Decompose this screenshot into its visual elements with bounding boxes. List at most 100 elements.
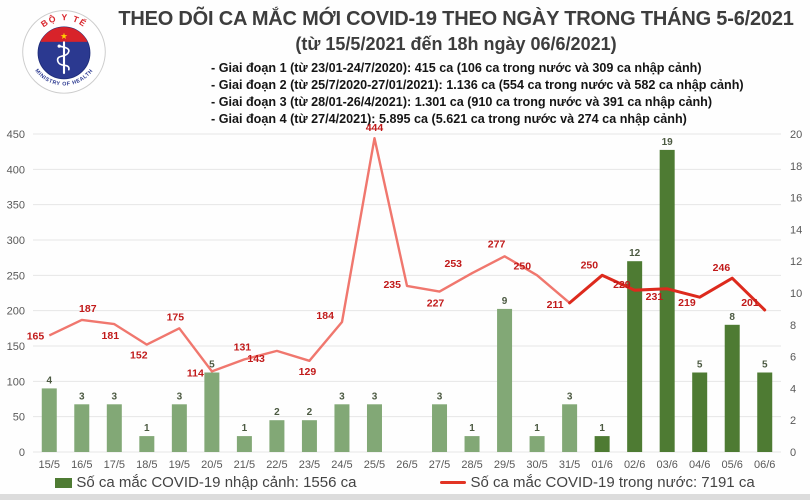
svg-text:3: 3 — [339, 391, 345, 402]
y-axis-left: 0 50 100 150 200 250 300 350 400 450 — [7, 129, 25, 459]
bar-23/5 — [301, 420, 317, 452]
svg-text:201: 201 — [741, 297, 759, 309]
svg-text:8: 8 — [729, 312, 735, 323]
bar-05/6 — [724, 324, 740, 452]
svg-text:5: 5 — [762, 360, 768, 371]
svg-text:150: 150 — [7, 341, 25, 353]
svg-text:165: 165 — [27, 330, 45, 342]
svg-text:16: 16 — [790, 193, 802, 205]
bar-24/5 — [334, 404, 350, 452]
svg-text:2: 2 — [790, 415, 796, 427]
page-title: THEO DÕI CA MẮC MỚI COVID-19 THEO NGÀY T… — [118, 8, 794, 30]
svg-text:12: 12 — [629, 248, 641, 259]
svg-text:3: 3 — [112, 391, 118, 402]
bar-27/5 — [432, 404, 448, 452]
svg-text:20: 20 — [790, 129, 802, 141]
x-tick-25/5: 25/5 — [364, 459, 385, 471]
bar-29/5 — [497, 308, 513, 452]
bar-25/5 — [366, 404, 382, 452]
bar-28/5 — [464, 436, 480, 452]
bar-03/6 — [659, 149, 675, 452]
bar-01/6 — [594, 436, 610, 452]
svg-text:250: 250 — [514, 260, 532, 272]
legend-item-domestic: Số ca mắc COVID-19 trong nước: 7191 ca — [440, 474, 755, 491]
phase-line: - Giai đoạn 3 (từ 28/01-26/4/2021): 1.30… — [211, 95, 713, 109]
x-tick-18/5: 18/5 — [136, 459, 157, 471]
svg-text:4: 4 — [46, 375, 52, 386]
svg-text:8: 8 — [790, 320, 796, 332]
svg-text:143: 143 — [247, 353, 265, 365]
bar-series-swatch — [55, 477, 73, 488]
svg-text:3: 3 — [372, 391, 378, 402]
svg-text:229: 229 — [613, 279, 631, 291]
svg-text:227: 227 — [427, 298, 445, 310]
x-tick-28/5: 28/5 — [461, 459, 482, 471]
svg-text:1: 1 — [469, 423, 475, 434]
bar-18/5 — [139, 436, 155, 452]
x-tick-23/5: 23/5 — [299, 459, 320, 471]
svg-text:14: 14 — [790, 224, 802, 236]
x-tick-01/6: 01/6 — [591, 459, 612, 471]
x-tick-15/5: 15/5 — [39, 459, 60, 471]
svg-text:400: 400 — [7, 164, 25, 176]
svg-text:114: 114 — [187, 367, 204, 379]
rod-of-asclepius-icon — [56, 41, 70, 75]
gridlines — [33, 133, 781, 453]
phase-summary-list: - Giai đoạn 1 (từ 23/01-24/7/2020): 415 … — [211, 60, 744, 128]
x-tick-17/5: 17/5 — [104, 459, 125, 471]
svg-text:450: 450 — [7, 129, 25, 141]
svg-text:231: 231 — [646, 291, 664, 303]
legend-item-imported: Số ca mắc COVID-19 nhập cảnh: 1556 ca — [55, 474, 356, 491]
bar-31/5 — [562, 404, 578, 452]
bar-06/6 — [757, 372, 773, 452]
svg-text:3: 3 — [177, 391, 183, 402]
svg-text:10: 10 — [790, 288, 802, 300]
chart-legend: Số ca mắc COVID-19 nhập cảnh: 1556 ca Số… — [0, 474, 810, 491]
phase-line: - Giai đoạn 2 (từ 25/7/2020-27/01/2021):… — [211, 78, 744, 92]
line-value-labels: 1651871811521751141311431291844442352272… — [27, 122, 759, 379]
x-tick-20/5: 20/5 — [201, 459, 222, 471]
svg-text:184: 184 — [316, 310, 334, 322]
bar-20/5 — [204, 372, 220, 452]
x-tick-04/6: 04/6 — [689, 459, 710, 471]
bar-21/5 — [236, 436, 252, 452]
svg-text:50: 50 — [13, 412, 25, 424]
svg-text:250: 250 — [581, 259, 599, 271]
bar-30/5 — [529, 436, 545, 452]
svg-text:3: 3 — [437, 391, 443, 402]
svg-text:2: 2 — [274, 407, 280, 418]
phase-line: - Giai đoạn 4 (từ 27/4/2021): 5.895 ca (… — [211, 112, 687, 126]
line-series-swatch — [440, 480, 467, 485]
svg-text:131: 131 — [234, 341, 252, 353]
svg-text:12: 12 — [790, 256, 802, 268]
x-tick-26/5: 26/5 — [396, 459, 417, 471]
svg-text:100: 100 — [7, 376, 25, 388]
svg-text:1: 1 — [144, 423, 150, 434]
svg-text:175: 175 — [167, 311, 185, 323]
logo-star-icon: ★ — [60, 31, 68, 41]
bar-19/5 — [171, 404, 187, 452]
x-tick-27/5: 27/5 — [429, 459, 450, 471]
x-tick-06/6: 06/6 — [754, 459, 775, 471]
svg-text:211: 211 — [547, 299, 564, 311]
x-tick-05/6: 05/6 — [722, 459, 743, 471]
svg-text:6: 6 — [790, 352, 796, 364]
svg-text:1: 1 — [242, 423, 248, 434]
bottom-edge-strip — [0, 494, 810, 500]
bar-16/5 — [74, 404, 90, 452]
x-axis: 15/5 16/5 17/5 18/5 19/5 20/5 21/5 22/5 23/5 24/5… — [39, 459, 776, 471]
svg-text:1: 1 — [534, 423, 540, 434]
svg-text:4: 4 — [790, 383, 796, 395]
svg-text:181: 181 — [102, 330, 120, 342]
x-tick-31/5: 31/5 — [559, 459, 580, 471]
svg-text:200: 200 — [7, 306, 25, 318]
phase-line: - Giai đoạn 1 (từ 23/01-24/7/2020): 415 … — [211, 61, 702, 75]
svg-text:129: 129 — [299, 366, 317, 378]
x-tick-24/5: 24/5 — [331, 459, 352, 471]
svg-text:5: 5 — [697, 360, 703, 371]
logo-emblem: ★ — [37, 26, 91, 80]
svg-text:253: 253 — [445, 258, 463, 270]
